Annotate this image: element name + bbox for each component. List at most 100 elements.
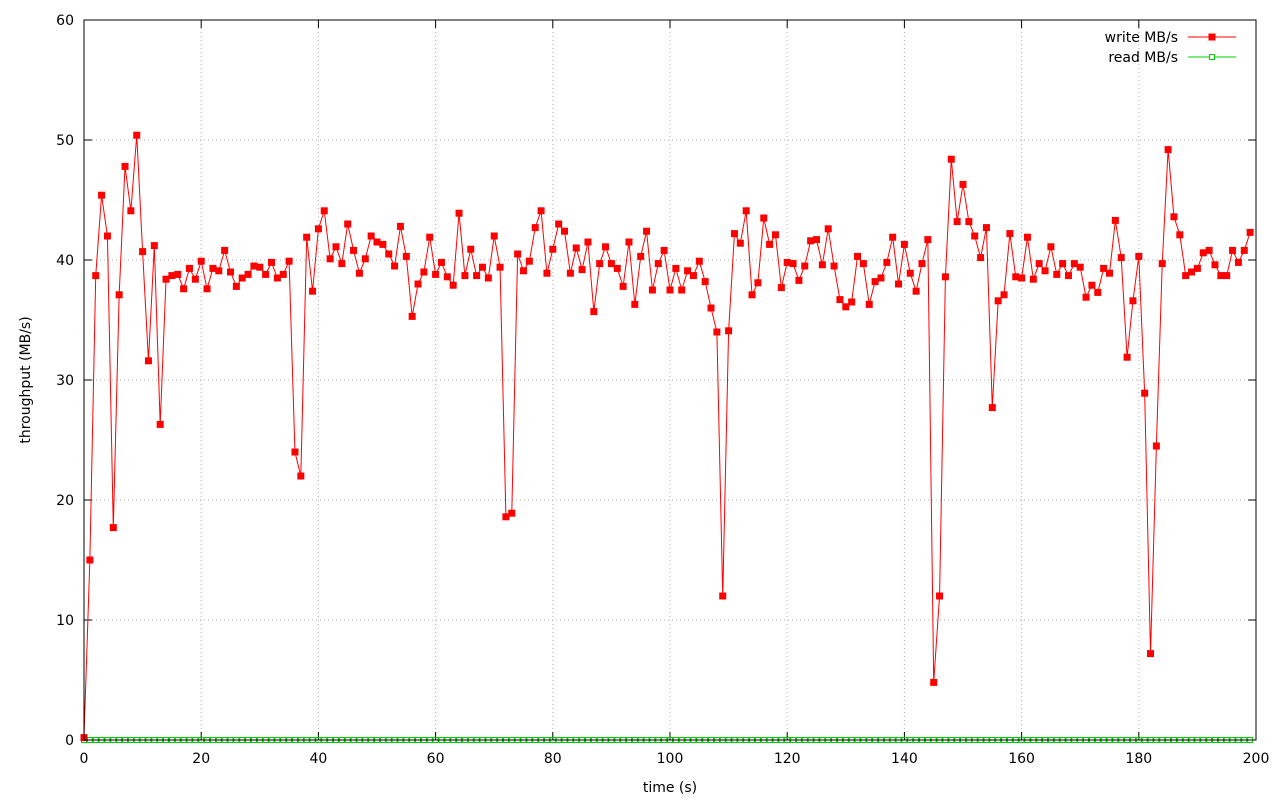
data-point — [842, 303, 850, 311]
data-point — [807, 237, 815, 245]
data-point — [502, 513, 510, 521]
data-point — [256, 263, 264, 271]
data-point — [555, 220, 563, 228]
data-point — [150, 242, 158, 250]
data-point — [924, 236, 932, 244]
y-tick-label: 50 — [56, 133, 74, 149]
data-point — [484, 274, 492, 282]
data-point — [543, 269, 551, 277]
data-point — [654, 260, 662, 268]
data-point — [320, 207, 328, 215]
data-point — [1211, 261, 1219, 269]
data-point — [1193, 264, 1201, 272]
data-point — [1123, 353, 1131, 361]
x-tick-label: 60 — [427, 751, 445, 767]
data-point — [1240, 246, 1248, 254]
data-point — [930, 678, 938, 686]
data-point — [332, 243, 340, 251]
data-point — [695, 257, 703, 265]
data-point — [742, 207, 750, 215]
data-point — [660, 246, 668, 254]
data-point — [1234, 258, 1242, 266]
data-point — [402, 252, 410, 260]
data-point — [578, 266, 586, 274]
data-point — [625, 238, 633, 246]
data-point — [1158, 260, 1166, 268]
data-point — [771, 231, 779, 239]
data-point — [86, 556, 94, 564]
data-point — [537, 207, 545, 215]
x-axis-title: time (s) — [643, 780, 697, 796]
data-point — [1135, 252, 1143, 260]
data-point — [1217, 272, 1225, 280]
data-point — [736, 239, 744, 247]
plot-frame — [83, 19, 1257, 741]
legend-label: read MB/s — [1108, 50, 1178, 66]
legend-marker — [1209, 54, 1215, 60]
data-point — [103, 232, 111, 240]
data-point — [959, 180, 967, 188]
data-point — [273, 274, 281, 282]
data-point — [725, 327, 733, 335]
data-point — [918, 260, 926, 268]
data-point — [314, 225, 322, 233]
data-point — [602, 243, 610, 251]
data-point — [1229, 246, 1237, 254]
data-point — [637, 252, 645, 260]
x-tick-label: 20 — [192, 751, 210, 767]
data-point — [1053, 270, 1061, 278]
data-point — [789, 260, 797, 268]
data-point — [1100, 264, 1108, 272]
data-point — [1035, 260, 1043, 268]
data-point — [760, 214, 768, 222]
legend-marker — [1208, 33, 1216, 41]
data-point — [191, 275, 199, 283]
data-point — [865, 300, 873, 308]
data-point — [285, 257, 293, 265]
data-point — [162, 275, 170, 283]
data-point — [367, 232, 375, 240]
data-point — [596, 260, 604, 268]
y-axis-title: throughput (MB/s) — [18, 316, 34, 443]
data-point — [818, 261, 826, 269]
data-point — [871, 278, 879, 286]
data-point — [1059, 260, 1067, 268]
data-point — [754, 279, 762, 287]
data-point — [1018, 274, 1026, 282]
data-point — [467, 245, 475, 253]
data-point — [672, 264, 680, 272]
data-point — [1012, 273, 1020, 281]
data-point — [549, 245, 557, 253]
data-point — [232, 282, 240, 290]
data-point — [279, 270, 287, 278]
data-point — [953, 218, 961, 226]
data-point — [238, 274, 246, 282]
data-point — [1246, 228, 1254, 236]
data-point — [473, 272, 481, 280]
data-point — [848, 298, 856, 306]
data-point — [795, 276, 803, 284]
data-point — [801, 262, 809, 270]
x-tick-label: 160 — [1008, 751, 1035, 767]
data-point — [197, 257, 205, 265]
data-point — [344, 220, 352, 228]
tick-labels: 0 20 40 60 80 100 120 140 160 180 200 0 10 20 30 40 50 60 — [56, 13, 1269, 767]
data-point — [566, 269, 574, 277]
data-point — [689, 272, 697, 280]
data-point — [227, 268, 234, 276]
data-point — [379, 240, 387, 248]
data-point — [1147, 650, 1155, 658]
data-point — [648, 286, 656, 294]
data-point — [303, 233, 311, 241]
data-point — [121, 162, 129, 170]
data-point — [1205, 246, 1213, 254]
data-point — [1223, 272, 1231, 280]
data-point — [883, 258, 891, 266]
data-point — [713, 328, 721, 336]
data-point — [1176, 231, 1184, 239]
data-point — [455, 209, 463, 217]
data-point — [1111, 216, 1119, 224]
y-tick-label: 40 — [56, 253, 74, 269]
data-point — [988, 404, 996, 412]
data-point — [1041, 267, 1049, 275]
